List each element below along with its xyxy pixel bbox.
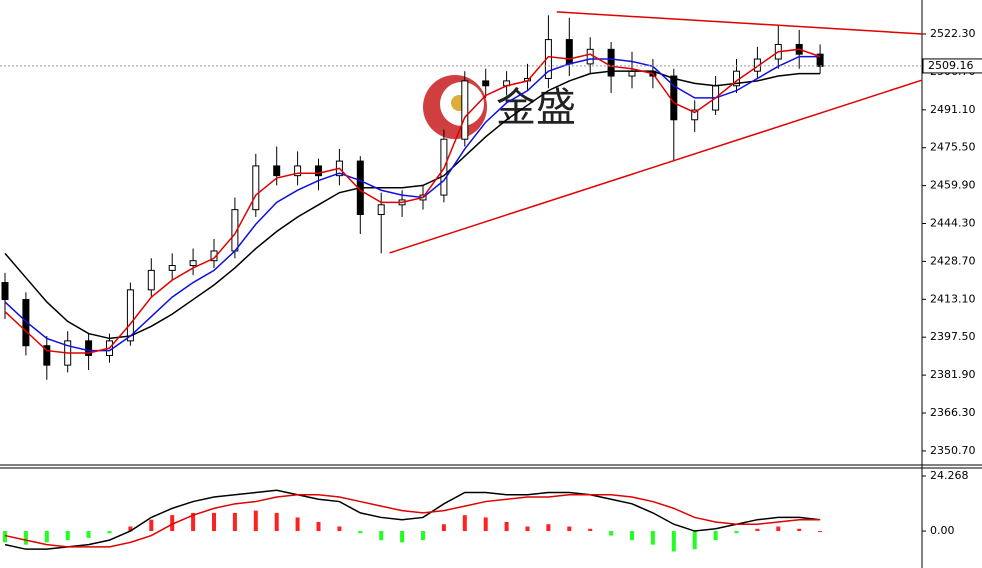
histogram-bar — [755, 528, 760, 532]
histogram-bar — [86, 531, 91, 538]
y-tick-label: 2459.90 — [930, 179, 976, 192]
histogram-bar — [295, 517, 300, 532]
y-tick-label: 0.00 — [930, 524, 955, 537]
histogram-bar — [462, 515, 467, 532]
indicator-line — [4, 48, 821, 354]
histogram-bar — [316, 521, 321, 532]
candle-body — [565, 39, 573, 65]
candle-body — [22, 299, 30, 347]
histogram-bar — [713, 531, 718, 541]
histogram-bar — [149, 519, 154, 532]
histogram-bar — [400, 531, 405, 543]
histogram-bar — [170, 515, 175, 532]
histogram-bar — [776, 526, 781, 532]
logo — [423, 75, 487, 139]
histogram-bar — [128, 526, 133, 532]
indicator-line — [4, 489, 821, 550]
y-tick-label: 2366.30 — [930, 406, 976, 419]
candle-body — [189, 260, 197, 267]
histogram-bar — [630, 531, 634, 541]
y-tick-label: 2491.10 — [930, 103, 976, 116]
histogram-bar — [253, 510, 258, 532]
candle-body — [43, 345, 51, 366]
current-price-label: 2509.16 — [928, 59, 974, 72]
histogram-bar — [379, 531, 384, 541]
histogram-bar — [671, 531, 676, 552]
candle-body — [1, 282, 9, 301]
candle-body — [168, 265, 176, 271]
histogram-bar — [358, 531, 363, 534]
candle-body — [85, 340, 93, 356]
y-tick-label: 2428.70 — [930, 254, 976, 267]
candle-body — [586, 48, 594, 65]
histogram-bar — [107, 531, 112, 534]
histogram-bar — [504, 521, 509, 532]
histogram-bar — [441, 524, 446, 532]
y-tick-label: 2444.30 — [930, 217, 976, 230]
histogram-bar — [546, 524, 551, 532]
histogram-bar — [65, 531, 70, 541]
y-tick-label: 2413.10 — [930, 292, 976, 305]
histogram-bar — [609, 531, 614, 536]
histogram-bar — [421, 531, 425, 541]
candle-body — [273, 165, 281, 177]
candle-body — [670, 75, 678, 121]
y-tick-label: 2475.50 — [930, 141, 976, 154]
histogram-bar — [337, 526, 342, 532]
histogram-bar — [483, 517, 488, 532]
candle-body — [147, 269, 155, 291]
histogram-bar — [23, 531, 28, 545]
histogram-bar — [191, 512, 196, 532]
histogram-bar — [588, 528, 593, 532]
watermark: 金盛 — [496, 85, 576, 131]
candle-body — [126, 289, 134, 342]
y-tick-label: 2350.70 — [930, 444, 976, 457]
current-price-box — [922, 58, 982, 74]
trend-line — [389, 79, 923, 254]
candle-body — [315, 165, 322, 177]
histogram-bar — [818, 531, 823, 533]
candle-body — [377, 204, 385, 216]
candle-body — [482, 80, 490, 87]
candle-body — [252, 165, 260, 211]
y-tick-label: 24.268 — [930, 469, 969, 482]
histogram-bar — [44, 531, 49, 543]
indicator-line — [4, 70, 821, 340]
y-tick-label: 2397.50 — [930, 330, 976, 343]
candle-body — [691, 109, 699, 121]
candle-body — [461, 80, 469, 140]
histogram-bar — [692, 531, 697, 550]
histogram-bar — [232, 512, 237, 532]
indicator-line — [4, 494, 821, 548]
histogram-bar — [3, 531, 7, 543]
histogram-bar — [212, 512, 216, 532]
histogram-bar — [274, 512, 279, 532]
histogram-bar — [650, 531, 655, 545]
histogram-bar — [734, 531, 739, 534]
y-tick-label: 2381.90 — [930, 368, 976, 381]
candle-body — [607, 48, 615, 77]
trend-line — [556, 11, 923, 35]
histogram-bar — [797, 528, 802, 532]
histogram-bar — [567, 526, 572, 532]
candle-body — [294, 165, 302, 177]
histogram-bar — [525, 526, 530, 532]
y-tick-label: 2522.30 — [930, 27, 976, 40]
indicator-line — [4, 55, 821, 352]
